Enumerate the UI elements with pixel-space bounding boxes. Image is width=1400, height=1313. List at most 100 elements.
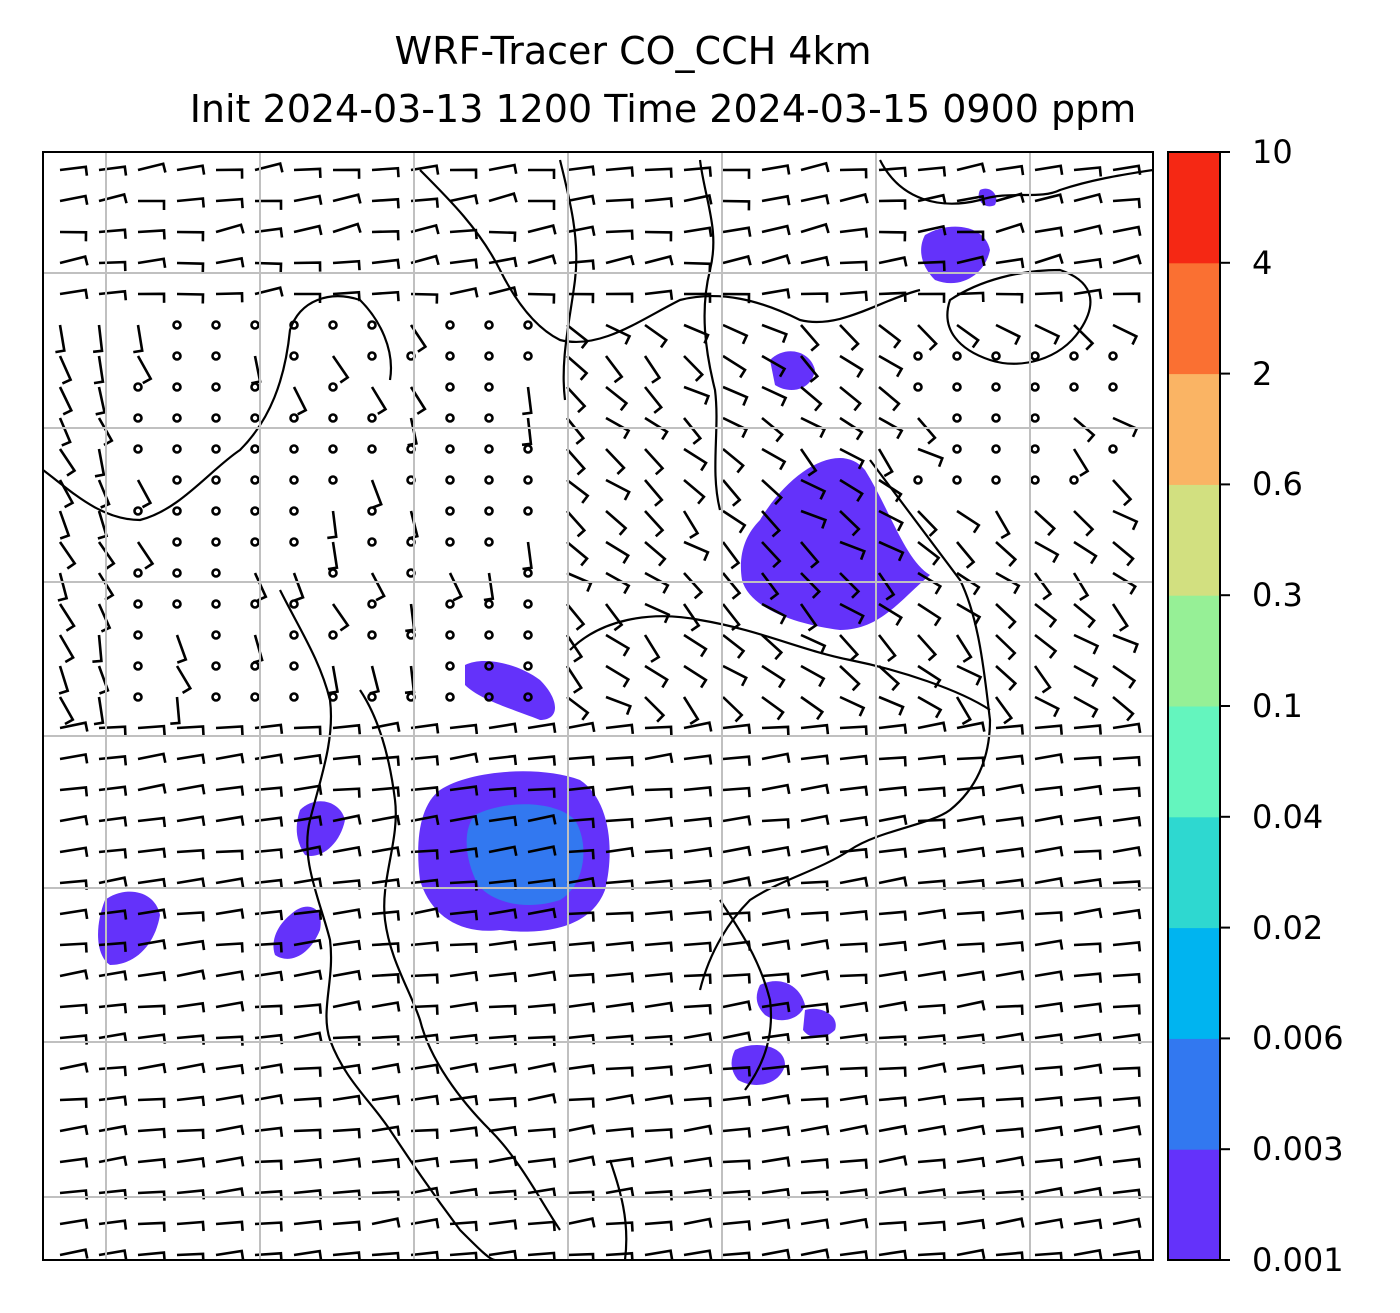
- wind-barb: [332, 754, 362, 766]
- wind-barb: [371, 166, 400, 178]
- wind-barb: [644, 1094, 674, 1105]
- calm-wind-circle: [289, 475, 299, 485]
- calm-wind-circle: [1030, 475, 1040, 485]
- wind-barb: [877, 572, 896, 601]
- wind-barb: [254, 753, 284, 764]
- wind-barb: [176, 230, 205, 242]
- calm-wind-circle: [523, 475, 533, 485]
- wind-barb: [605, 229, 634, 240]
- wind-barb: [215, 877, 245, 888]
- plume-coast: [296, 801, 345, 856]
- wind-barb: [371, 1001, 401, 1012]
- wind-barb: [878, 602, 903, 626]
- wind-barb: [1112, 164, 1142, 176]
- calm-wind-circle: [1108, 382, 1118, 392]
- wind-barb: [332, 1251, 361, 1260]
- wind-barb: [800, 222, 830, 234]
- wind-barb: [644, 664, 669, 689]
- calm-wind-circle: [484, 537, 494, 547]
- wind-barb: [800, 193, 830, 205]
- wind-barb: [1034, 226, 1064, 237]
- wind-barb: [917, 1124, 947, 1136]
- wind-barb: [839, 1217, 869, 1229]
- wind-barb: [332, 290, 361, 302]
- wind-barb: [566, 540, 589, 567]
- wind-barb: [839, 478, 864, 502]
- wind-barb: [58, 417, 72, 447]
- wind-barb: [449, 228, 478, 240]
- wind-barb: [878, 665, 901, 692]
- wind-barb: [93, 355, 105, 385]
- wind-barb: [92, 634, 103, 663]
- wind-barb: [878, 723, 908, 734]
- wind-barb: [215, 942, 244, 953]
- wind-barb: [59, 1124, 89, 1136]
- colorbar-segment: [1168, 262, 1220, 375]
- wind-barb: [799, 448, 818, 477]
- wind-barb: [371, 755, 400, 767]
- wind-barb: [59, 969, 89, 980]
- wind-barb: [59, 1062, 89, 1073]
- calm-wind-circle: [445, 475, 455, 485]
- wind-barb: [994, 696, 1014, 725]
- calm-wind-circle: [172, 382, 182, 392]
- wind-barb: [722, 845, 752, 857]
- calm-wind-circle: [367, 537, 377, 547]
- wind-barb: [644, 323, 669, 349]
- wind-barb: [644, 1249, 674, 1260]
- wind-barb: [722, 1000, 752, 1011]
- wind-barb: [761, 818, 790, 829]
- wind-barb: [839, 973, 868, 985]
- calm-wind-circle: [172, 351, 182, 361]
- calm-wind-circle: [211, 444, 221, 454]
- wind-barb: [799, 603, 818, 632]
- wind-barb: [410, 292, 439, 304]
- wind-barb: [955, 541, 976, 569]
- plume-south-1: [756, 981, 805, 1021]
- wind-barb: [722, 1066, 751, 1077]
- wind-barb: [917, 224, 947, 236]
- wind-barb: [604, 355, 624, 384]
- wind-barb: [722, 323, 749, 345]
- wind-barb: [839, 1250, 869, 1260]
- wind-barb: [527, 755, 556, 766]
- wind-barb: [371, 1062, 401, 1074]
- wind-barb: [254, 162, 284, 173]
- wind-barb: [761, 323, 788, 344]
- wind-barb: [722, 226, 752, 237]
- wind-barb: [1034, 814, 1064, 826]
- wind-barb: [1034, 752, 1064, 764]
- wind-barb: [98, 228, 127, 239]
- wind-barb: [761, 1156, 791, 1167]
- wind-barb: [839, 1188, 869, 1199]
- wind-barb: [293, 877, 323, 888]
- wind-barb: [566, 1097, 595, 1108]
- wind-barb: [917, 695, 943, 719]
- wind-barb: [98, 1249, 128, 1260]
- calm-wind-circle: [913, 382, 923, 392]
- wind-barb: [176, 783, 206, 795]
- wind-barb: [59, 288, 89, 300]
- wind-barb: [644, 1220, 673, 1232]
- calm-wind-circle: [211, 537, 221, 547]
- wind-barb: [917, 1003, 946, 1015]
- wind-barb: [565, 665, 583, 694]
- wind-barb: [371, 1157, 401, 1169]
- wind-barb: [176, 1095, 206, 1107]
- wind-barb: [1034, 291, 1063, 302]
- wind-barb: [59, 785, 89, 797]
- wind-barb: [722, 168, 751, 179]
- plume-mid: [465, 660, 555, 720]
- tracer-plumes: [98, 188, 997, 1085]
- wind-barb: [917, 447, 944, 468]
- wind-barb: [722, 416, 749, 439]
- wind-barb: [839, 634, 860, 662]
- wind-barb: [800, 969, 830, 981]
- wind-barb: [722, 911, 751, 922]
- calm-wind-circle: [445, 692, 455, 702]
- gridlines: [43, 152, 1153, 1260]
- wind-barb: [138, 199, 166, 210]
- wind-barb: [878, 814, 908, 826]
- wind-barb: [410, 907, 440, 918]
- wind-barb: [956, 323, 980, 349]
